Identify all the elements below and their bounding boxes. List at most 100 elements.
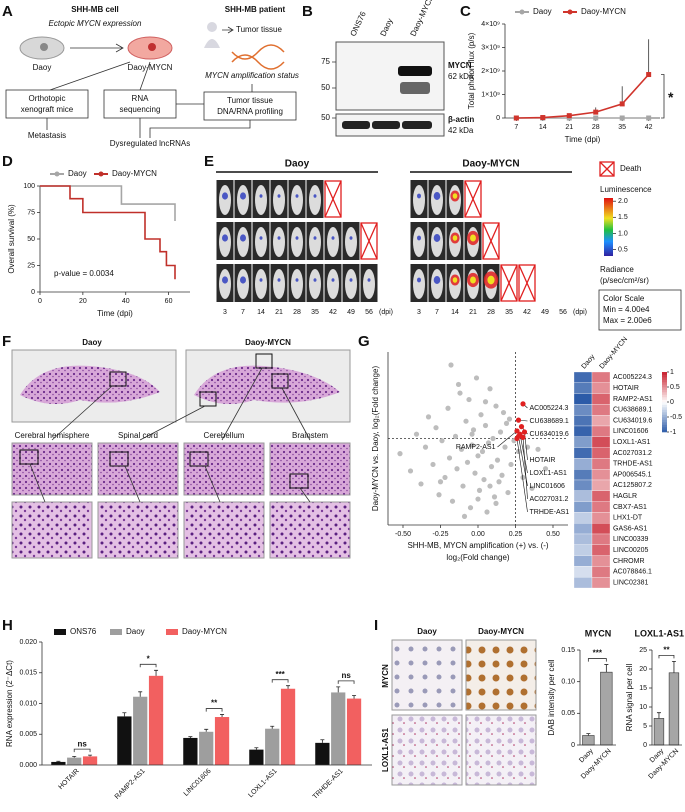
panel-label: B — [302, 3, 313, 20]
row-label: TRHDE-AS1 — [613, 461, 653, 468]
y-tick-label: 4×10⁹ — [481, 21, 500, 28]
x-tick-label: 28 — [592, 124, 600, 131]
y-tick-label: 2×10⁹ — [481, 68, 500, 75]
point — [448, 362, 454, 368]
row-label: CU634019.6 — [613, 417, 652, 424]
point-highlight — [520, 401, 526, 407]
signal — [313, 194, 317, 198]
point — [472, 470, 478, 476]
heat-cell — [591, 566, 611, 578]
heat-cell — [573, 393, 593, 405]
x-tick-label: 0 — [38, 298, 42, 305]
panel-label: D — [2, 153, 13, 170]
colorbar — [662, 407, 667, 410]
box-text: Tumor tissue — [227, 96, 273, 105]
heat-cell — [573, 436, 593, 448]
signal — [222, 234, 228, 242]
bar — [133, 696, 148, 765]
x-tick-label: 42 — [645, 124, 653, 131]
colorbar — [662, 429, 667, 433]
heat-cell — [591, 555, 611, 567]
signal — [240, 234, 246, 242]
x-axis-label: Time (dpi) — [97, 309, 133, 318]
colorbar — [662, 379, 667, 383]
heat-cell — [573, 371, 593, 383]
mouse — [291, 185, 303, 215]
marker — [593, 109, 599, 115]
row-label: AP006545.1 — [613, 471, 652, 478]
annotation: p-value = 0.0034 — [54, 269, 114, 278]
group-title: Daoy — [82, 338, 102, 347]
colorbar — [662, 384, 667, 388]
point — [529, 485, 535, 491]
colorbar — [662, 399, 667, 403]
heat-cell — [573, 523, 593, 535]
point-highlight — [515, 417, 522, 423]
heat-cell — [591, 447, 611, 459]
roi — [109, 371, 127, 387]
error-bar — [88, 754, 93, 757]
death-mark — [324, 180, 342, 218]
panel-label: H — [2, 617, 13, 634]
point — [461, 513, 468, 519]
box-text: sequencing — [120, 105, 161, 114]
error-bar — [138, 691, 143, 697]
y-axis-label: RNA signal per cell — [625, 663, 634, 731]
box-text: RNA — [132, 94, 150, 103]
colorbar-label: 0 — [670, 399, 674, 406]
marker — [646, 115, 652, 121]
error-bar — [270, 725, 275, 729]
legend-swatch — [166, 629, 178, 635]
point — [520, 474, 526, 481]
point-label: HOTAIR — [530, 457, 556, 464]
heat-cell — [573, 490, 593, 502]
row-label: LINC00205 — [613, 547, 649, 554]
colorbar — [662, 412, 667, 415]
bar — [331, 692, 346, 765]
heat-cell — [591, 469, 611, 481]
colorbar-label: -1 — [670, 429, 676, 436]
connector — [46, 103, 251, 138]
mouse — [255, 269, 267, 299]
colorbar — [662, 424, 667, 428]
x-tick-label: RAMP2-AS1 — [114, 768, 147, 801]
target: β-actin — [448, 115, 474, 124]
colorbar — [662, 377, 667, 380]
bar — [51, 761, 66, 765]
row-label: CHROMR — [613, 558, 645, 565]
colorbar — [662, 417, 667, 420]
x-tick-label: LOXL1-AS1 — [247, 768, 278, 799]
colorbar — [662, 394, 667, 398]
panel-label: I — [374, 617, 378, 634]
mouse — [219, 227, 231, 257]
point — [542, 466, 549, 472]
mouse — [291, 269, 303, 299]
colorbar — [662, 392, 667, 395]
region: Brainstem — [292, 431, 328, 440]
day-label: 28 — [293, 309, 301, 316]
point-label: LOXL1-AS1 — [530, 470, 567, 477]
image — [465, 639, 537, 711]
point — [488, 464, 495, 470]
box-text: Orthotopic — [29, 94, 66, 103]
death-mark — [518, 264, 536, 302]
heat-cell — [591, 479, 611, 491]
heat-cell — [573, 447, 593, 459]
point-label: LINC01606 — [530, 483, 566, 490]
day-label: 35 — [505, 309, 513, 316]
heat-cell — [573, 404, 593, 416]
day-label: 35 — [311, 309, 319, 316]
leader — [519, 434, 528, 474]
x-tick-label: -0.25 — [433, 531, 449, 538]
point — [493, 500, 499, 506]
point — [475, 496, 481, 502]
signal — [259, 194, 263, 198]
row-label: HAGLR — [613, 493, 637, 500]
x-tick-label: 0.50 — [546, 531, 560, 538]
error-bar — [56, 760, 61, 762]
panel-label: A — [2, 3, 13, 20]
row-label: GAS6-AS1 — [613, 525, 647, 532]
significance-bracket — [139, 663, 157, 668]
panel-label: C — [460, 3, 471, 20]
point — [481, 476, 487, 483]
